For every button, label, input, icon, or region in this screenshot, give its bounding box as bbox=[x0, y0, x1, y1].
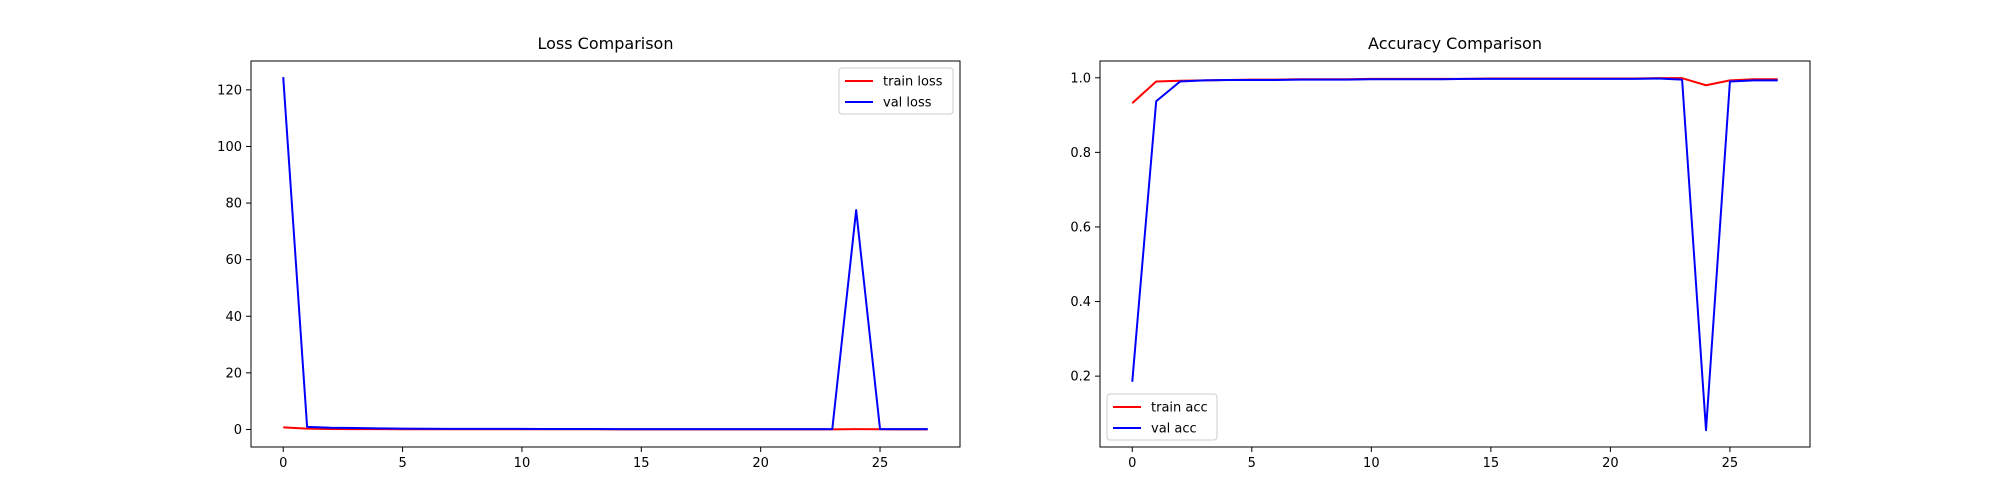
x-tick-label: 20 bbox=[1602, 456, 1619, 471]
series-line-val-acc bbox=[1131, 77, 1778, 432]
legend-label-train-loss: train loss bbox=[883, 75, 943, 90]
x-tick-label: 0 bbox=[1128, 456, 1136, 471]
chart-title: Accuracy Comparison bbox=[1368, 34, 1542, 53]
series-line-val-loss bbox=[282, 77, 928, 431]
axes-frame bbox=[1099, 60, 1811, 448]
y-tick-label: 80 bbox=[225, 197, 242, 212]
y-tick-label: 1.0 bbox=[1070, 71, 1091, 86]
x-tick-label: 0 bbox=[279, 456, 287, 471]
x-tick-label: 15 bbox=[633, 456, 650, 471]
x-tick-label: 25 bbox=[1722, 456, 1739, 471]
y-tick-label: 0.6 bbox=[1070, 220, 1091, 235]
y-tick-label: 0.4 bbox=[1070, 295, 1091, 310]
legend-label-val-acc: val acc bbox=[1151, 422, 1197, 437]
axes-frame bbox=[250, 60, 961, 448]
y-tick-label: 60 bbox=[225, 253, 242, 268]
x-tick-label: 5 bbox=[1248, 456, 1256, 471]
x-tick-label: 10 bbox=[1363, 456, 1380, 471]
y-tick-label: 0 bbox=[234, 423, 242, 438]
y-tick-label: 20 bbox=[225, 366, 242, 381]
legend-label-train-acc: train acc bbox=[1151, 401, 1208, 416]
chart-0: Loss Comparison 0 5 10 15 20 25 0 20 40 60 80 100 120… bbox=[217, 34, 961, 471]
y-tick-label: 40 bbox=[225, 310, 242, 325]
chart-1: Accuracy Comparison 0 5 10 15 20 25 0.2 0.4 0.6 0.… bbox=[1070, 34, 1811, 471]
legend-label-val-loss: val loss bbox=[883, 96, 932, 111]
legend: train acc val acc bbox=[1106, 393, 1218, 441]
x-tick-label: 5 bbox=[398, 456, 406, 471]
y-tick-label: 0.2 bbox=[1070, 370, 1091, 385]
y-tick-label: 0.8 bbox=[1070, 146, 1091, 161]
x-tick-label: 10 bbox=[514, 456, 531, 471]
x-tick-label: 25 bbox=[872, 456, 889, 471]
x-tick-label: 15 bbox=[1483, 456, 1500, 471]
chart-title: Loss Comparison bbox=[538, 34, 674, 53]
y-tick-label: 120 bbox=[217, 83, 242, 98]
legend: train loss val loss bbox=[838, 67, 954, 115]
x-tick-label: 20 bbox=[752, 456, 769, 471]
y-tick-label: 100 bbox=[217, 140, 242, 155]
